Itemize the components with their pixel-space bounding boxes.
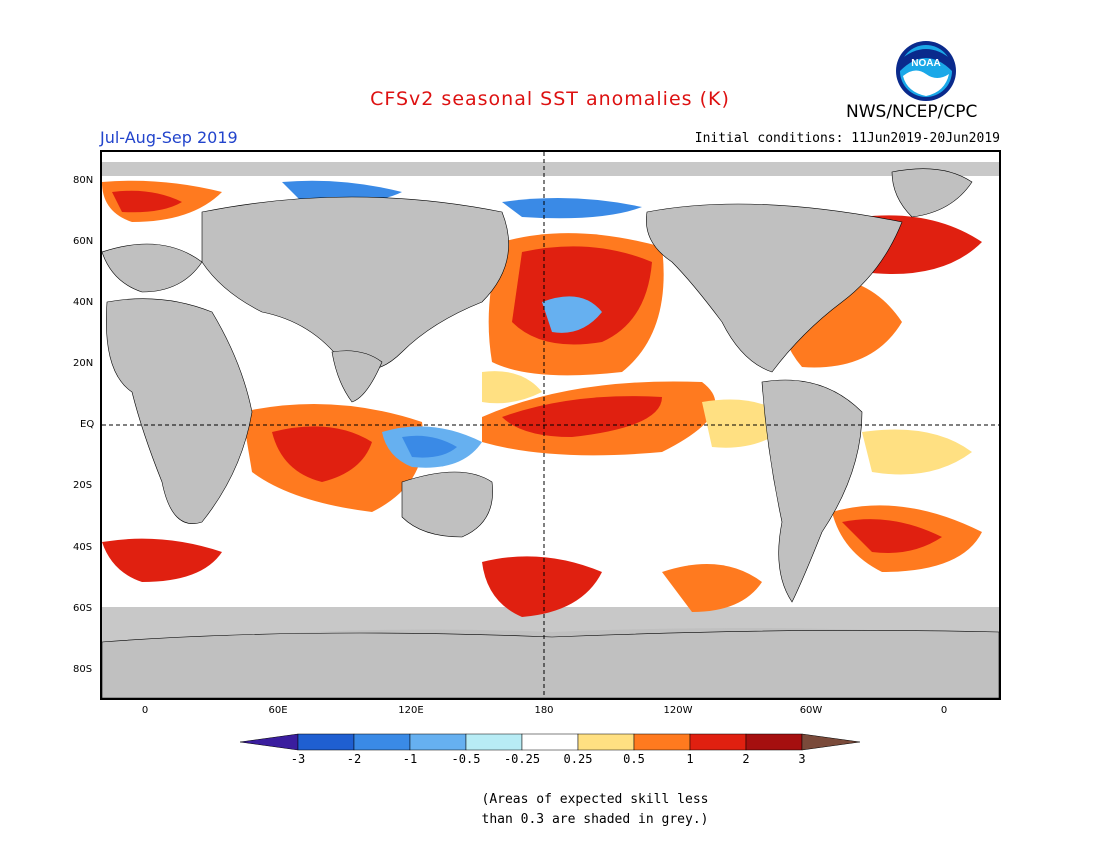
colorbar-tick-label: 0.5 xyxy=(623,752,645,766)
colorbar-swatch xyxy=(297,733,355,751)
lat-label-20s: 20S xyxy=(73,480,93,491)
lon-label-180: 180 xyxy=(534,705,554,716)
land-masses xyxy=(102,168,999,698)
colorbar-swatch xyxy=(689,733,747,751)
colorbar-swatch xyxy=(633,733,691,751)
forecast-period: Jul-Aug-Sep 2019 xyxy=(100,128,238,147)
colorbar-swatch xyxy=(409,733,467,751)
colorbar-swatch-lower xyxy=(240,733,299,751)
lat-label-80n: 80N xyxy=(73,175,94,186)
lon-label-120e: 120E xyxy=(398,705,424,716)
lon-label-0-east: 0 xyxy=(940,705,948,716)
noaa-logo: NOAA xyxy=(896,41,956,101)
colorbar-swatch xyxy=(353,733,411,751)
colorbar-swatch-upper xyxy=(801,733,861,751)
map-canvas xyxy=(102,152,999,698)
agency-label: NWS/NCEP/CPC xyxy=(846,102,978,122)
colorbar-tick-label: 3 xyxy=(798,752,806,766)
colorbar-swatch xyxy=(521,733,579,751)
logo-text: NOAA xyxy=(911,58,940,69)
colorbar-tick-label: -0.5 xyxy=(451,752,481,766)
colorbar xyxy=(240,733,861,751)
colorbar-tick-label: -0.25 xyxy=(503,752,541,766)
colorbar-tick-label: -1 xyxy=(402,752,418,766)
skill-note-line-1: (Areas of expected skill less xyxy=(481,792,709,807)
lat-label-60n: 60N xyxy=(73,236,94,247)
skill-note-line-2: than 0.3 are shaded in grey.) xyxy=(481,812,709,827)
lat-label-80s: 80S xyxy=(73,664,93,675)
lat-label-60s: 60S xyxy=(73,603,93,614)
sst-anomaly-map xyxy=(100,150,1001,700)
lat-label-40s: 40S xyxy=(73,542,93,553)
colorbar-tick-label: -3 xyxy=(290,752,306,766)
colorbar-tick-label: 0.25 xyxy=(563,752,593,766)
lon-label-0: 0 xyxy=(141,705,149,716)
colorbar-swatch xyxy=(745,733,803,751)
colorbar-swatch xyxy=(577,733,635,751)
colorbar-swatch xyxy=(465,733,523,751)
lon-label-60w: 60W xyxy=(799,705,823,716)
colorbar-tick-label: 2 xyxy=(742,752,750,766)
lat-label-eq: EQ xyxy=(80,419,95,430)
lon-label-60e: 60E xyxy=(268,705,288,716)
lat-label-20n: 20N xyxy=(73,358,94,369)
initial-conditions: Initial conditions: 11Jun2019-20Jun2019 xyxy=(694,131,1000,146)
colorbar-tick-label: -2 xyxy=(346,752,362,766)
colorbar-tick-label: 1 xyxy=(686,752,694,766)
page-title: CFSv2 seasonal SST anomalies (K) xyxy=(370,88,730,110)
lat-label-40n: 40N xyxy=(73,297,94,308)
lon-label-120w: 120W xyxy=(663,705,693,716)
